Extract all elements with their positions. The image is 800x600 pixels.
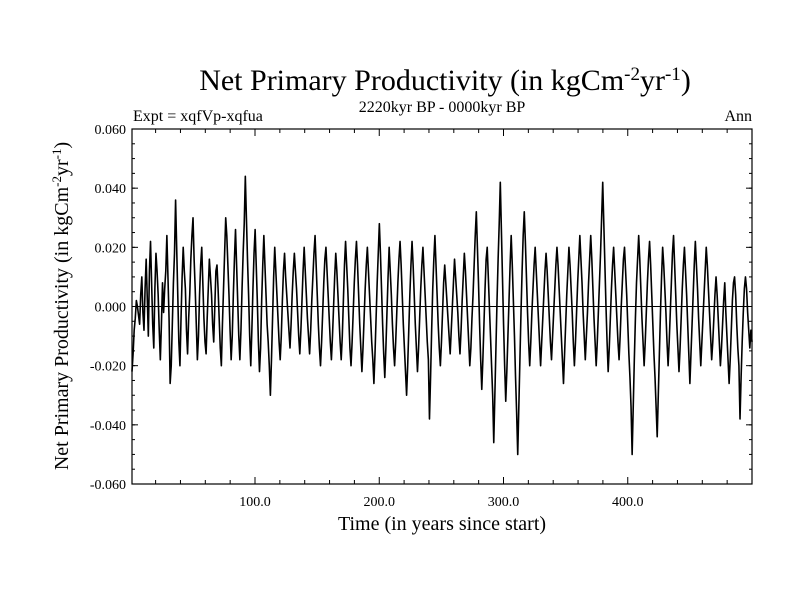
chart-title-exp2: -1 <box>665 64 681 85</box>
subtitle-season: Ann <box>724 108 752 125</box>
subtitle-experiment: Expt = xqfVp-xqfua <box>133 108 263 125</box>
y-tick-label: -0.060 <box>90 478 126 493</box>
y-axis-label-mid: yr <box>51 159 73 176</box>
plot-frame <box>131 128 753 485</box>
y-axis-label-exp2: -1 <box>49 149 64 160</box>
chart-title-main: Net Primary Productivity (in kgCm <box>199 64 624 97</box>
chart-title-exp1: -2 <box>624 64 640 85</box>
y-tick-label: -0.020 <box>90 360 126 375</box>
y-tick-label: 0.020 <box>95 241 127 256</box>
y-tick-label: 0.040 <box>95 182 127 197</box>
x-tick-label: 300.0 <box>488 495 520 510</box>
y-axis-label-main: Net Primary Productivity (in kgCm <box>51 186 73 470</box>
x-tick-label: 200.0 <box>364 495 396 510</box>
y-axis-label-exp1: -2 <box>49 176 64 187</box>
subtitle-period: 2220kyr BP - 0000kyr BP <box>359 99 526 116</box>
series-line-ann <box>131 175 753 456</box>
y-axis-label-end: ) <box>51 142 73 149</box>
x-tick-label: 400.0 <box>612 495 644 510</box>
chart-title: Net Primary Productivity (in kgCm-2yr-1) <box>199 64 691 98</box>
y-tick-label: 0.000 <box>95 301 127 316</box>
y-axis-label: Net Primary Productivity (in kgCm-2yr-1) <box>49 142 74 470</box>
x-axis-label: Time (in years since start) <box>338 513 546 535</box>
y-tick-label: 0.060 <box>95 123 127 138</box>
y-tick-label: -0.040 <box>90 419 126 434</box>
chart-title-end: ) <box>681 64 691 97</box>
axis-tick-labels: -0.060 -0.040 -0.020 0.000 0.020 0.040 0.060 10… <box>90 123 644 510</box>
chart-title-mid: yr <box>640 64 665 97</box>
x-tick-label: 100.0 <box>239 495 271 510</box>
